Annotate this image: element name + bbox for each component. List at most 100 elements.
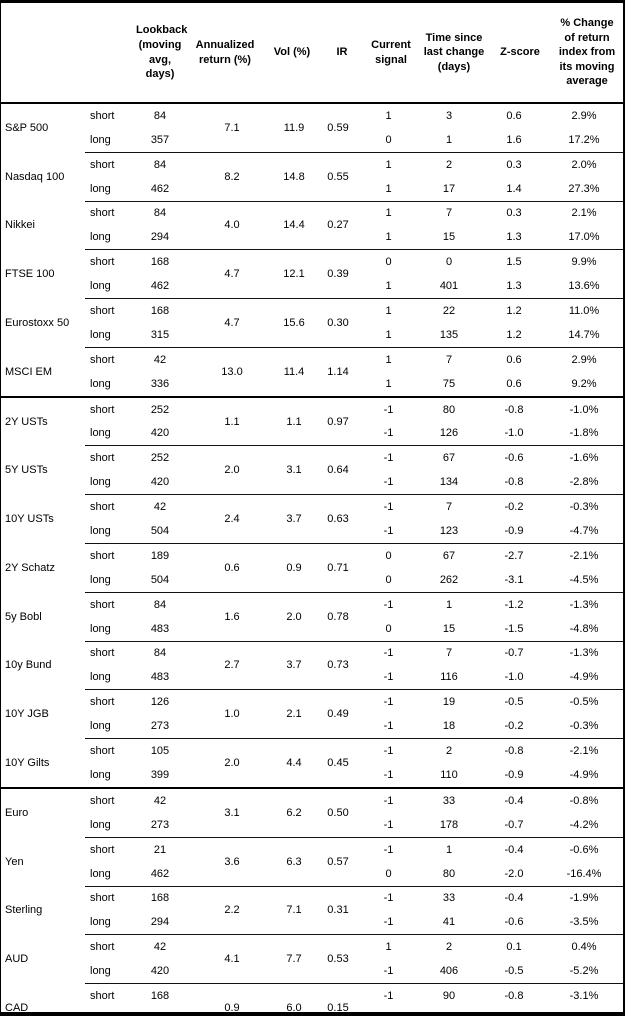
asset-name-cell: 5y Bobl <box>5 610 42 623</box>
days-since-change-cell: 1 <box>445 598 453 611</box>
signal-cell: -1 <box>383 598 394 611</box>
asset-row-short: 10y Bund short 84 2.7 3.7 0.73 -1 7 -0.7 -1.3% <box>1 641 623 691</box>
asset-row-long: long 483 -1 116 -1.0 -4.9% <box>1 665 623 691</box>
signal-cell: -1 <box>383 794 394 807</box>
zscore-cell: 1.2 <box>489 323 551 348</box>
signal-cell: -1 <box>383 452 394 465</box>
lookback-cell: 399 <box>133 763 187 789</box>
lookback-cell: 294 <box>133 910 187 936</box>
vol-cell: 6.3 <box>263 837 321 887</box>
table-header: Lookback (moving avg, days) Annualized r… <box>1 3 623 104</box>
col-header-vol: Vol (%) <box>263 3 321 104</box>
asset-row-short: AUD short 42 4.1 7.7 0.53 1 2 0.1 0.4% <box>1 934 623 985</box>
ir-cell: 0.64 <box>321 445 363 496</box>
asset-name-cell: 10Y USTs <box>5 513 54 526</box>
annualized-return-cell: 4.7 <box>187 249 263 300</box>
zscore-cell: -0.9 <box>489 763 551 789</box>
signal-cell: -1 <box>363 763 419 789</box>
signal-cell: 0 <box>385 549 392 562</box>
col-header-pct-change: % Change of return index from its moving… <box>551 3 623 104</box>
signal-cell: -1 <box>363 910 419 936</box>
annualized-return-cell: 1.1 <box>187 396 263 447</box>
signal-cell: 0 <box>363 567 419 593</box>
annualized-return-cell: 7.1 <box>187 103 263 153</box>
leg-cell: short <box>90 452 115 465</box>
signal-cell: -1 <box>363 959 419 985</box>
asset-name-cell: Eurostoxx 50 <box>5 316 70 329</box>
asset-row-short: 10Y Gilts short 105 2.0 4.4 0.45 -1 2 -0.8 -2.1% <box>1 738 623 789</box>
pct-change-cell: 13.6% <box>551 274 623 300</box>
zscore-cell: 0.3 <box>506 158 522 171</box>
vol-cell: 12.1 <box>263 249 321 300</box>
signal-cell: -1 <box>363 1008 419 1012</box>
annualized-return-cell: 2.4 <box>187 494 263 545</box>
ir-cell: 0.97 <box>321 396 363 447</box>
asset-row-short: CAD short 168 0.9 6.0 0.15 -1 90 -0.8 -3.1% <box>1 984 623 1012</box>
days-since-change-cell: 41 <box>419 910 489 936</box>
ir-cell: 0.73 <box>321 641 363 691</box>
pct-change-cell: -1.3% <box>569 598 599 611</box>
pct-change-cell: -16.4% <box>551 861 623 887</box>
annualized-return-cell: 1.0 <box>187 689 263 740</box>
zscore-cell: -0.4 <box>504 794 524 807</box>
asset-name-cell: MSCI EM <box>1 347 85 398</box>
leg-cell: long <box>85 470 133 496</box>
asset-name-cell: Yen <box>5 855 24 868</box>
asset-row-short: 5Y USTs short 252 2.0 3.1 0.64 -1 67 -0.6 -1.6% <box>1 445 623 496</box>
lookback-cell: 504 <box>133 1008 187 1012</box>
annualized-return-cell: 2.0 <box>187 445 263 496</box>
pct-change-cell: -4.5% <box>551 567 623 593</box>
days-since-change-cell: 90 <box>442 989 456 1002</box>
asset-name-cell: 10y Bund <box>5 659 52 672</box>
asset-row-long: long 462 1 17 1.4 27.3% <box>1 176 623 202</box>
days-since-change-cell: 134 <box>419 470 489 496</box>
signal-cell: -1 <box>363 665 419 691</box>
leg-cell: short <box>90 158 115 171</box>
vol-cell: 3.1 <box>263 445 321 496</box>
pct-change-cell: 9.9% <box>571 256 597 269</box>
days-since-change-cell: 496 <box>419 1008 489 1012</box>
leg-cell: long <box>85 519 133 545</box>
vol-cell: 14.4 <box>263 201 321 251</box>
pct-change-cell: -1.6% <box>569 452 599 465</box>
lookback-cell: 84 <box>153 647 167 660</box>
pct-change-cell: -1.3% <box>569 647 599 660</box>
asset-name-cell: CAD <box>5 1001 29 1014</box>
zscore-cell: -0.5 <box>489 959 551 985</box>
days-since-change-cell: 123 <box>419 519 489 545</box>
lookback-cell: 483 <box>133 616 187 642</box>
pct-change-cell: -2.8% <box>551 470 623 496</box>
signal-cell: -1 <box>383 745 394 758</box>
ir-cell: 0.49 <box>321 689 363 740</box>
days-since-change-cell: 3 <box>445 109 453 122</box>
vol-cell: 11.9 <box>263 103 321 153</box>
annualized-return-cell: 8.2 <box>187 152 263 202</box>
annualized-return-cell: 0.9 <box>224 1001 240 1014</box>
days-since-change-cell: 67 <box>442 452 456 465</box>
zscore-cell: -1.1 <box>489 1008 551 1012</box>
asset-row-short: Yen short 21 3.6 6.3 0.57 -1 1 -0.4 -0.6% <box>1 837 623 887</box>
signal-cell: 1 <box>363 371 419 398</box>
col-header-ir: IR <box>321 3 363 104</box>
asset-name-cell: Nikkei <box>5 219 35 232</box>
lookback-cell: 84 <box>153 207 167 220</box>
leg-cell: long <box>85 812 133 838</box>
zscore-cell: -3.1 <box>489 567 551 593</box>
leg-cell: short <box>90 403 115 416</box>
table-body: S&P 500 short 84 7.1 11.9 0.59 1 3 0.6 2.9% long 35… <box>1 103 623 1012</box>
days-since-change-cell: 15 <box>419 616 489 642</box>
zscore-cell: 0.6 <box>506 109 522 122</box>
pct-change-cell: -3.1% <box>569 989 599 1002</box>
vol-cell: 7.7 <box>263 934 321 985</box>
signal-cell: -1 <box>383 892 394 905</box>
pct-change-cell: 11.0% <box>568 305 600 318</box>
ir-cell: 0.27 <box>321 201 363 251</box>
signal-cell: 1 <box>385 353 392 366</box>
asset-row-long: long 294 1 15 1.3 17.0% <box>1 225 623 251</box>
pct-change-cell: -3.5% <box>551 910 623 936</box>
zscore-cell: -2.0 <box>489 861 551 887</box>
pct-change-cell: 14.7% <box>551 323 623 348</box>
asset-row-short: 5y Bobl short 84 1.6 2.0 0.78 -1 1 -1.2 -1.3% <box>1 592 623 642</box>
leg-cell: short <box>90 941 115 954</box>
